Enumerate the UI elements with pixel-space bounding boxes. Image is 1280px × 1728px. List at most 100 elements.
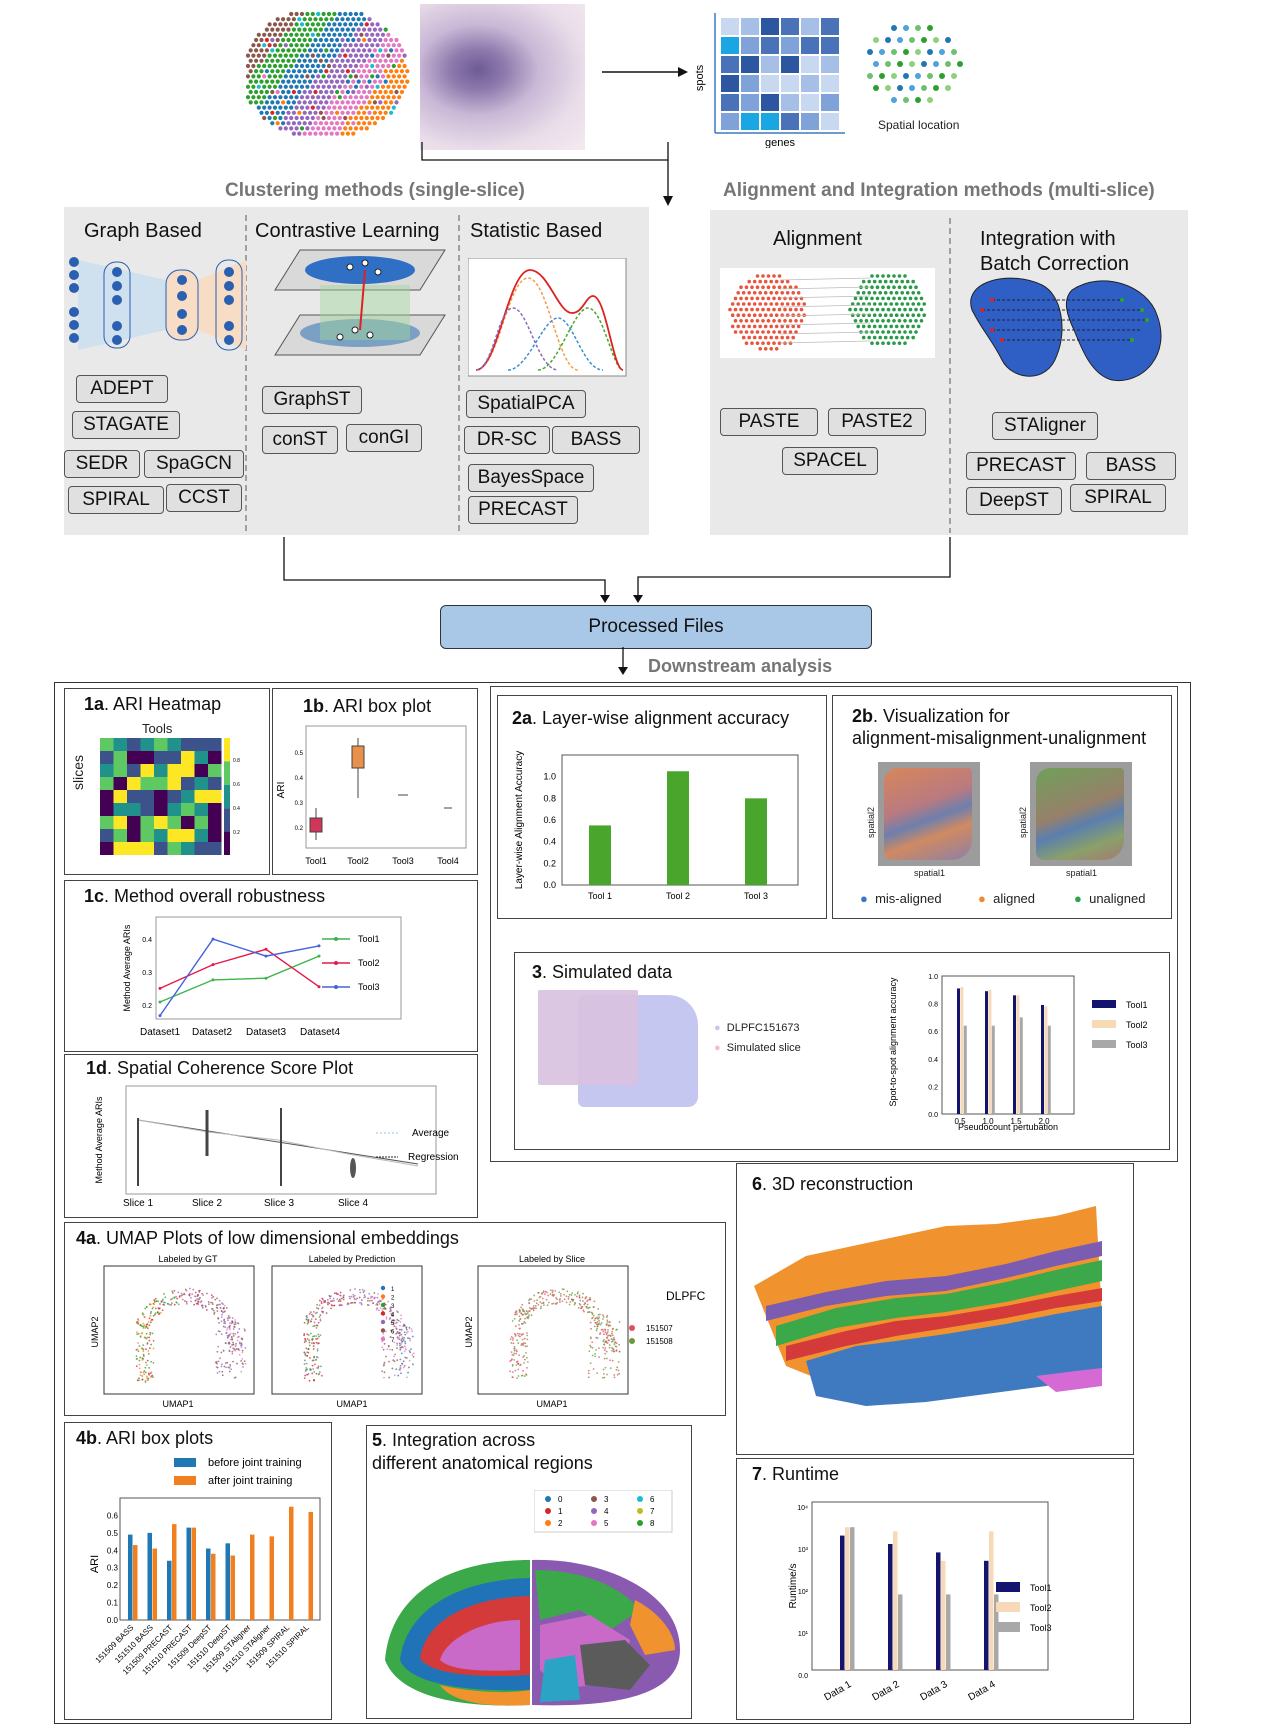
heatmap-ylabel: slices bbox=[70, 754, 86, 790]
y-tick-label: 0.4 bbox=[928, 1057, 938, 1064]
panel-4a bbox=[64, 1222, 726, 1416]
y-tick-label: 0.4 bbox=[107, 1546, 119, 1555]
legend-marker bbox=[591, 1508, 597, 1514]
y-tick-label: 0.2 bbox=[107, 1581, 119, 1590]
y-tick-label: 0.6 bbox=[543, 815, 556, 825]
legend-label: 2 bbox=[391, 1296, 395, 1302]
divider bbox=[949, 218, 951, 533]
bar bbox=[1013, 995, 1016, 1114]
heatmap-cell bbox=[167, 751, 181, 764]
data-point bbox=[158, 986, 162, 990]
heatmap-cell bbox=[181, 751, 195, 764]
cluster-legend: 0 1 2 3 4 5 6 7 8 bbox=[534, 1490, 673, 1533]
legend-label: 6 bbox=[391, 1330, 395, 1336]
colorbar-segment bbox=[224, 784, 230, 809]
y-tick-label: 0.0 bbox=[107, 1616, 119, 1625]
arrow-right-icon bbox=[602, 67, 688, 77]
svg-text:Labeled by Prediction: Labeled by Prediction bbox=[309, 1254, 396, 1264]
heatmap-cell bbox=[100, 764, 114, 777]
he-tissue-image bbox=[420, 4, 585, 150]
tool-tag: SPIRAL bbox=[1070, 484, 1166, 512]
svg-text:Runtime/s: Runtime/s bbox=[788, 1563, 799, 1608]
heatmap-cell bbox=[208, 751, 222, 764]
heatmap-cell bbox=[140, 777, 154, 790]
data-point bbox=[264, 947, 268, 951]
heatmap-cell bbox=[127, 777, 141, 790]
legend-swatch bbox=[996, 1602, 1020, 1612]
alignment-viz-slice-1 bbox=[878, 762, 980, 866]
heatmap-cell bbox=[140, 764, 154, 777]
heatmap-cell bbox=[208, 764, 222, 777]
data-point bbox=[317, 985, 321, 989]
bar bbox=[589, 825, 611, 885]
heatmap-cell bbox=[154, 829, 168, 842]
panel-4b-title: 4b. ARI box plots bbox=[76, 1428, 214, 1448]
heatmap-cell bbox=[140, 803, 154, 816]
x-tick-label: Data 1 bbox=[822, 1679, 853, 1703]
legend-marker bbox=[545, 1496, 551, 1502]
x-tick-label: Tool 3 bbox=[744, 891, 768, 901]
legend-label: Tool3 bbox=[1126, 1040, 1148, 1050]
3d-reconstruction bbox=[754, 1206, 1102, 1406]
legend-label: Tool2 bbox=[358, 958, 380, 968]
panel-2b-title-2: alignment-misalignment-unalignment bbox=[852, 728, 1147, 748]
heatmap-cell bbox=[194, 738, 208, 751]
bar bbox=[850, 1527, 855, 1670]
matrix-xlabel: genes bbox=[765, 137, 795, 148]
heatmap-cell bbox=[100, 803, 114, 816]
clustering-section-title: Clustering methods (single-slice) bbox=[225, 180, 525, 201]
heatmap-cell bbox=[167, 738, 181, 751]
legend-swatch bbox=[1092, 1040, 1116, 1048]
heatmap-cell bbox=[194, 842, 208, 855]
bar bbox=[946, 1594, 951, 1670]
bar bbox=[230, 1555, 235, 1620]
panel-1d-title: 1d. Spatial Coherence Score Plot bbox=[86, 1058, 354, 1078]
bar bbox=[250, 1534, 255, 1620]
bar bbox=[211, 1553, 216, 1620]
processed-files-box: Processed Files bbox=[440, 605, 872, 649]
heatmap-cell bbox=[154, 803, 168, 816]
panel-5-title-2: different anatomical regions bbox=[372, 1453, 593, 1473]
y-tick-label: 0.3 bbox=[107, 1564, 119, 1573]
legend-label: 1 bbox=[558, 1507, 563, 1516]
bar bbox=[1016, 995, 1020, 1114]
spatial-location-label: Spatial location bbox=[878, 118, 960, 132]
legend-marker bbox=[380, 1311, 386, 1316]
heatmap-cell bbox=[181, 829, 195, 842]
heatmap-cell bbox=[140, 738, 154, 751]
tool-tag: GraphST bbox=[262, 386, 362, 414]
tool-tag: SPACEL bbox=[782, 447, 878, 475]
heatmap-cell bbox=[208, 842, 222, 855]
heatmap-cell bbox=[208, 829, 222, 842]
svg-text:Tool3: Tool3 bbox=[392, 856, 414, 866]
legend-label: 8 bbox=[650, 1519, 655, 1528]
legend-label: 3 bbox=[604, 1495, 609, 1504]
coherence-violin-plot: Method Average ARIs Slice 1 Slice 2 Slic… bbox=[94, 1085, 459, 1209]
bar bbox=[984, 1560, 989, 1670]
bar bbox=[133, 1545, 138, 1620]
legend-label: 7 bbox=[650, 1507, 655, 1516]
spatial-location-dots bbox=[867, 25, 963, 103]
svg-text:UMAP1: UMAP1 bbox=[536, 1399, 567, 1409]
svg-text:Spot-to-spot alignment accura: Spot-to-spot alignment accuracy bbox=[888, 977, 898, 1107]
panel-6-title: 6. 3D reconstruction bbox=[752, 1174, 914, 1194]
y-tick-label: 0.1 bbox=[107, 1599, 119, 1608]
svg-text:Labeled by Slice: Labeled by Slice bbox=[519, 1254, 585, 1264]
legend-label: 5 bbox=[391, 1321, 395, 1327]
spatial2-label: spatial2 bbox=[866, 806, 876, 838]
svg-text:Method Average ARIs: Method Average ARIs bbox=[94, 1096, 104, 1183]
tool-tag: STAligner bbox=[992, 412, 1098, 440]
downstream-frame bbox=[54, 682, 1191, 1724]
bar bbox=[898, 1594, 903, 1670]
legend-marker bbox=[637, 1496, 643, 1502]
legend-aligned: ● aligned bbox=[978, 891, 1036, 906]
bar bbox=[147, 1532, 152, 1620]
heatmap-cell bbox=[127, 829, 141, 842]
y-tick-label: 0.6 bbox=[928, 1029, 938, 1036]
data-point bbox=[264, 976, 268, 980]
heatmap-cell bbox=[208, 790, 222, 803]
legend-label: Tool1 bbox=[1030, 1583, 1052, 1593]
data-point bbox=[211, 963, 215, 967]
bar bbox=[1041, 1004, 1044, 1114]
y-tick-label: 1.0 bbox=[928, 974, 938, 981]
